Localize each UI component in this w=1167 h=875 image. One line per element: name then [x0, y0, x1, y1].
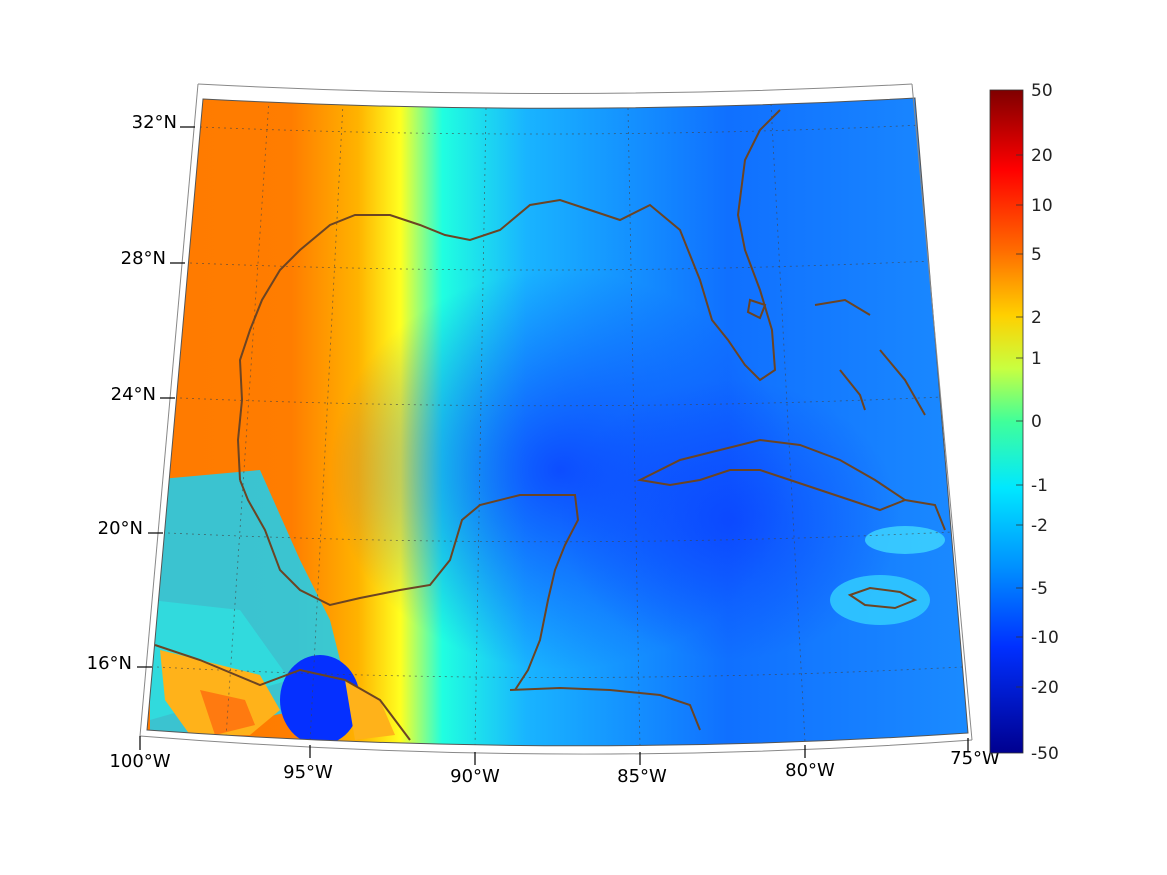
lon-label: 80°W	[785, 760, 835, 781]
colorbar-scale	[989, 89, 1024, 754]
colorbar-label: -2	[1031, 516, 1048, 536]
lon-label: 75°W	[950, 748, 1000, 769]
lon-label: 95°W	[283, 762, 333, 783]
colorbar-label: 1	[1031, 349, 1042, 369]
colorbar-label: -5	[1031, 579, 1048, 599]
colorbar-label: 0	[1031, 412, 1042, 432]
lat-label: 24°N	[111, 384, 156, 405]
colorbar-label: -10	[1031, 628, 1059, 648]
colorbar-label: 50	[1031, 81, 1053, 101]
colorbar-label: -20	[1031, 678, 1059, 698]
lon-label: 90°W	[450, 766, 500, 787]
longitude-labels: 100°W 95°W 90°W 85°W 80°W 75°W	[109, 748, 1000, 787]
lat-label: 32°N	[132, 112, 177, 133]
colorbar: 50 20 10 5 2 1 0 -1 -2 -5 -10 -20 -50	[989, 81, 1059, 764]
lon-label: 85°W	[617, 766, 667, 787]
map-field	[147, 98, 968, 746]
map-frame	[146, 97, 969, 747]
colorbar-label: 10	[1031, 196, 1053, 216]
colorbar-label: -50	[1031, 744, 1059, 764]
coastline	[154, 109, 946, 741]
colorbar-ticks	[1016, 154, 1023, 688]
latitude-labels: 32°N 28°N 24°N 20°N 16°N	[87, 112, 177, 674]
colorbar-label: -1	[1031, 476, 1048, 496]
colorbar-label: 20	[1031, 146, 1053, 166]
colorbar-label: 5	[1031, 245, 1042, 265]
lat-label: 20°N	[98, 518, 143, 539]
lon-label: 100°W	[109, 751, 170, 772]
colorbar-label: 2	[1031, 308, 1042, 328]
lat-label: 16°N	[87, 653, 132, 674]
lat-label: 28°N	[121, 248, 166, 269]
